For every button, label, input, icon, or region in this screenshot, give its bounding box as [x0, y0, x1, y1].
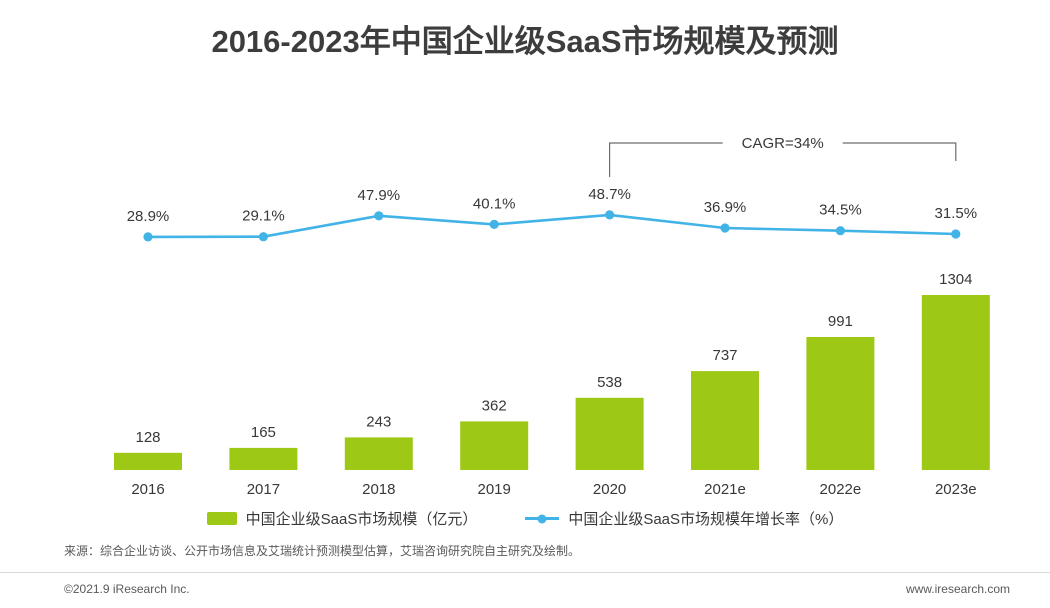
x-axis-label-2019: 2019: [478, 481, 511, 498]
growth-point-2018: [374, 211, 384, 221]
growth-value-label-2019: 40.1%: [473, 195, 516, 212]
growth-point-2020: [605, 210, 615, 220]
chart-legend: 中国企业级SaaS市场规模（亿元） 中国企业级SaaS市场规模年增长率（%）: [0, 508, 1050, 529]
growth-point-2022e: [835, 226, 846, 236]
bar-value-label-2021e: 737: [712, 347, 737, 364]
chart-title: 2016-2023年中国企业级SaaS市场规模及预测: [211, 24, 839, 59]
growth-value-label-2021e: 36.9%: [704, 199, 747, 216]
bar-value-label-2018: 243: [366, 413, 391, 430]
growth-value-label-2023e: 31.5%: [935, 205, 978, 222]
bar-2022e: [806, 337, 875, 470]
growth-point-2019: [489, 219, 499, 229]
bar-value-label-2017: 165: [251, 424, 276, 441]
x-axis-label-2020: 2020: [593, 481, 626, 498]
bar-2020: [575, 397, 644, 470]
bar-2019: [460, 421, 529, 470]
legend-line-label: 中国企业级SaaS市场规模年增长率（%）: [568, 511, 844, 528]
growth-value-label-2016: 28.9%: [127, 208, 170, 225]
legend-item-growth-rate: 中国企业级SaaS市场规模年增长率（%）: [525, 508, 843, 529]
growth-rate-line: [147, 213, 956, 239]
source-note: 来源：综合企业访谈、公开市场信息及艾瑞统计预测模型估算，艾瑞咨询研究院自主研究及…: [64, 544, 581, 558]
bar-value-label-2022e: 991: [828, 313, 853, 330]
bar-2017: [229, 447, 298, 470]
growth-point-2016: [143, 232, 153, 242]
legend-line-marker: [525, 514, 560, 523]
growth-point-2017: [258, 232, 268, 242]
growth-value-label-2017: 29.1%: [242, 208, 285, 225]
growth-point-2021e: [720, 223, 730, 233]
bar-2018: [344, 437, 413, 470]
bar-value-label-2020: 538: [597, 374, 622, 391]
bar-2016: [114, 452, 182, 470]
x-axis-label-2022e: 2022e: [820, 481, 862, 498]
bar-value-label-2019: 362: [482, 397, 507, 414]
footer-website: www.iresearch.com: [905, 582, 1010, 596]
x-axis-label-2016: 2016: [131, 481, 164, 498]
bar-value-label-2023e: 1304: [939, 271, 972, 288]
bar-2023e: [921, 295, 990, 470]
x-axis-label-2018: 2018: [362, 481, 395, 498]
cagr-label-bg: [722, 134, 843, 151]
x-axis-label-2023e: 2023e: [935, 481, 977, 498]
growth-value-label-2018: 47.9%: [358, 187, 401, 204]
legend-bar-label: 中国企业级SaaS市场规模（亿元）: [245, 511, 478, 528]
x-axis-label-2021e: 2021e: [704, 481, 746, 498]
legend-bar-swatch: [206, 512, 237, 525]
bar-value-label-2016: 128: [135, 429, 160, 446]
footer-copyright: ©2021.9 iResearch Inc.: [64, 582, 190, 596]
cagr-annotation: CAGR=34%: [742, 135, 824, 152]
footer: ©2021.9 iResearch Inc. www.iresearch.com: [0, 572, 1050, 596]
legend-line-dot-icon: [537, 514, 547, 523]
growth-value-label-2022e: 34.5%: [819, 202, 862, 219]
growth-value-label-2020: 48.7%: [588, 186, 631, 203]
x-axis-label-2017: 2017: [247, 481, 280, 498]
growth-point-2023e: [951, 229, 961, 239]
bar-2021e: [691, 371, 759, 470]
legend-item-market-size: 中国企业级SaaS市场规模（亿元）: [206, 508, 478, 529]
